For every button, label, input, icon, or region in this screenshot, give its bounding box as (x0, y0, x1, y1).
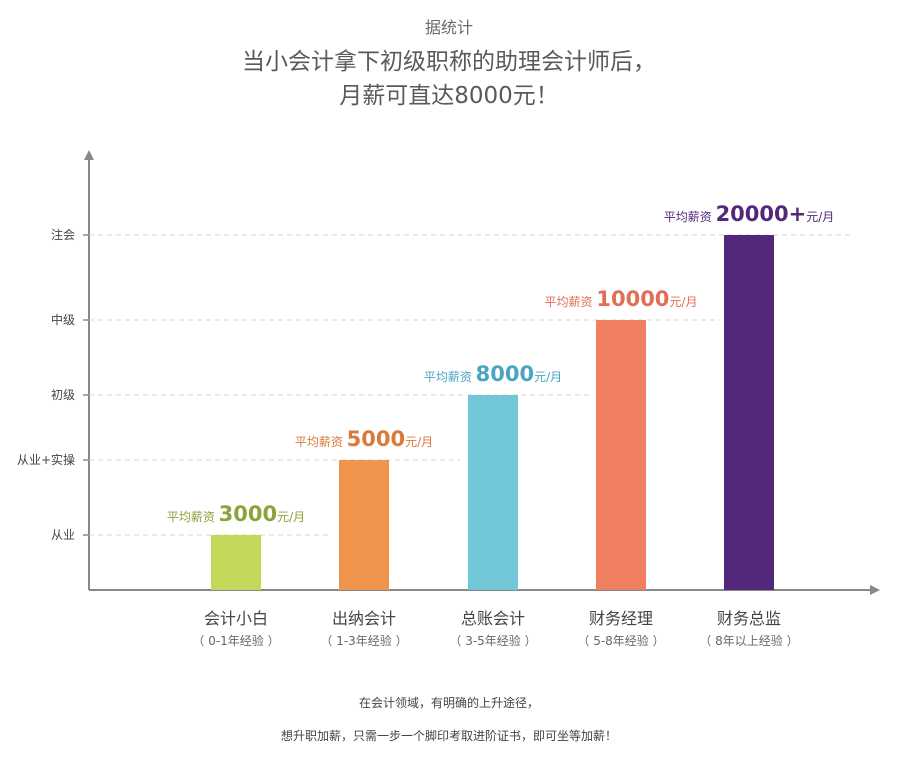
footer-line-2: 想升职加薪，只需一步一个脚印考取进阶证书，即可坐等加薪！ (280, 729, 617, 743)
salary-label: 平均薪资 10000元/月 (545, 287, 698, 311)
x-category-label: 出纳会计 (332, 609, 396, 628)
title-line-2: 月薪可直达8000元！ (339, 83, 559, 109)
x-experience-label: （ 0-1年经验 ） (192, 633, 279, 648)
y-level-label: 从业 (51, 528, 75, 542)
x-experience-label: （ 5-8年经验 ） (577, 633, 664, 648)
bar (339, 460, 389, 590)
y-level-label: 中级 (51, 312, 75, 327)
x-experience-label: （ 8年以上经验 ） (699, 633, 798, 648)
x-axis-arrow (870, 585, 880, 595)
y-level-label: 初级 (51, 388, 75, 402)
bar (211, 535, 261, 590)
x-experience-label: （ 3-5年经验 ） (449, 633, 536, 648)
salary-label: 平均薪资 8000元/月 (424, 362, 562, 386)
salary-label: 平均薪资 5000元/月 (295, 427, 433, 451)
x-category-label: 财务总监 (717, 609, 781, 628)
x-category-label: 会计小白 (204, 609, 268, 628)
y-axis-arrow (84, 150, 94, 160)
x-category-label: 总账会计 (461, 609, 525, 628)
bar (596, 320, 646, 590)
salary-label: 平均薪资 3000元/月 (167, 502, 305, 526)
footer-line-1: 在会计领域，有明确的上升途径， (358, 696, 539, 710)
y-level-label: 注会 (51, 227, 75, 242)
bar (468, 395, 518, 590)
salary-label: 平均薪资 20000+元/月 (664, 202, 835, 226)
source-note: 据统计 (424, 18, 473, 37)
y-level-label: 从业+实操 (17, 452, 75, 467)
bar (724, 235, 774, 590)
x-category-label: 财务经理 (589, 609, 653, 628)
title-line-1: 当小会计拿下初级职称的助理会计师后， (242, 49, 656, 75)
x-experience-label: （ 1-3年经验 ） (320, 633, 407, 648)
